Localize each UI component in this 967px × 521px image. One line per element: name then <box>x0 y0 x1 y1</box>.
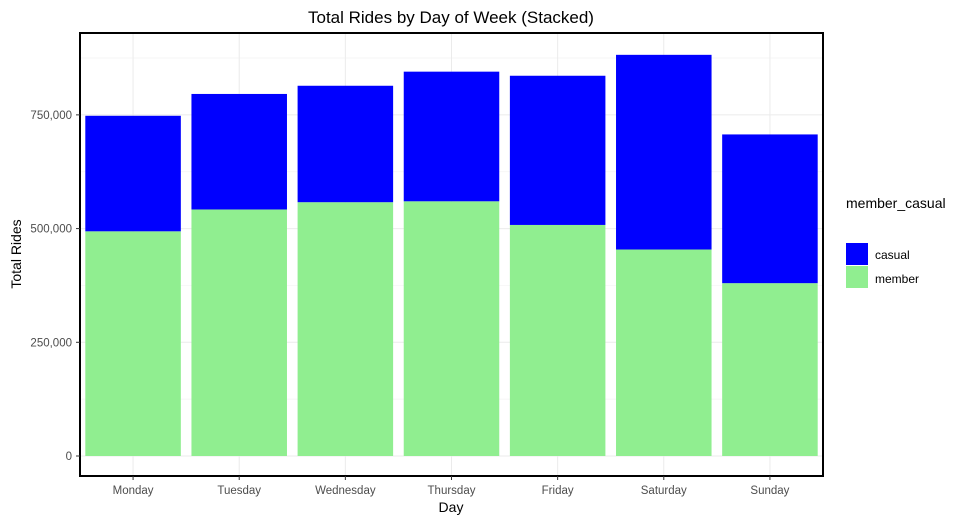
bar-casual-saturday <box>616 54 712 250</box>
legend-title: member_casual <box>846 195 946 211</box>
legend-label-casual: casual <box>875 248 910 262</box>
bar-member-tuesday <box>191 209 287 456</box>
y-axis: 0 250,000 500,000 750,000 <box>30 110 80 463</box>
bar-member-sunday <box>722 283 818 456</box>
x-tick-label-wednesday: Wednesday <box>315 485 376 497</box>
bar-casual-sunday <box>722 134 818 284</box>
x-tick-label-friday: Friday <box>542 485 574 497</box>
legend-key-member <box>846 266 868 288</box>
legend: member_casual casual member <box>846 195 946 288</box>
y-axis-title: Total Rides <box>8 219 24 288</box>
bar-member-wednesday <box>297 202 394 456</box>
y-tick-label: 0 <box>66 451 72 463</box>
bar-member-saturday <box>616 249 712 456</box>
x-tick-label-saturday: Saturday <box>641 485 687 497</box>
bar-member-monday <box>85 231 181 456</box>
y-tick-label: 500,000 <box>30 224 72 236</box>
chart-title: Total Rides by Day of Week (Stacked) <box>308 8 594 27</box>
bar-casual-friday <box>509 75 606 225</box>
y-tick-label: 750,000 <box>30 110 72 122</box>
x-tick-label-thursday: Thursday <box>428 485 476 497</box>
bar-casual-thursday <box>403 71 500 202</box>
y-tick-label: 250,000 <box>30 337 72 349</box>
x-tick-label-sunday: Sunday <box>750 485 789 497</box>
bar-casual-monday <box>85 115 181 232</box>
legend-label-member: member <box>875 272 919 286</box>
legend-key-casual <box>846 243 868 265</box>
x-axis-title: Day <box>439 499 464 515</box>
bar-casual-tuesday <box>191 93 287 210</box>
x-axis: Monday Tuesday Wednesday Thursday Friday Satu… <box>113 476 790 497</box>
x-tick-label-monday: Monday <box>113 485 154 497</box>
bars <box>85 54 818 456</box>
bar-member-friday <box>509 224 606 456</box>
x-tick-label-tuesday: Tuesday <box>217 485 261 497</box>
bar-member-thursday <box>403 201 500 456</box>
bar-casual-wednesday <box>297 85 394 203</box>
